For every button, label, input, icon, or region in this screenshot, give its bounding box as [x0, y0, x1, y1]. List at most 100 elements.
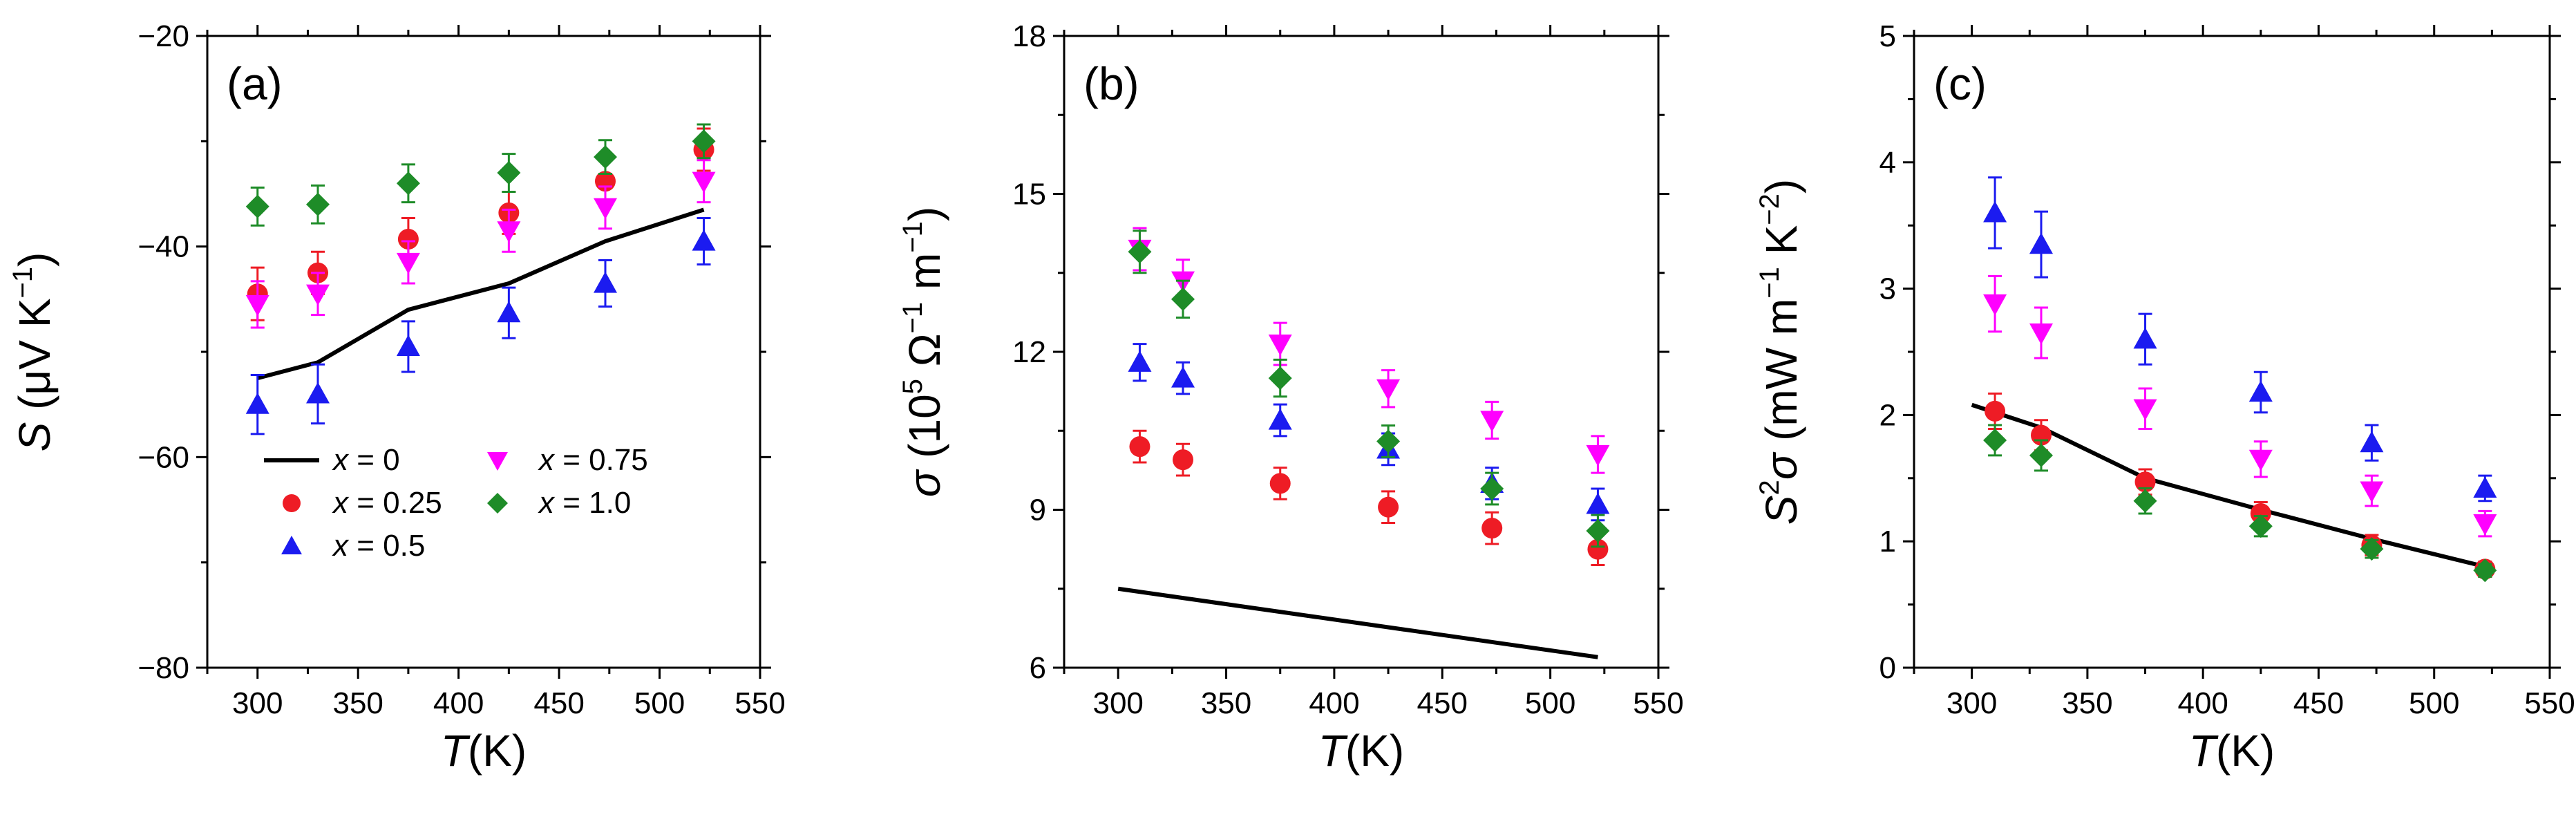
legend-label: x = 0.25	[332, 486, 442, 520]
x-tick-label: 400	[1309, 686, 1359, 720]
data-point	[396, 252, 420, 274]
data-point	[594, 145, 617, 169]
data-point	[396, 171, 420, 196]
legend-label: x = 1.0	[538, 486, 631, 520]
series-diamond	[1128, 229, 1610, 548]
data-point	[1171, 287, 1195, 311]
data-point	[1129, 436, 1150, 458]
data-point	[2473, 476, 2497, 498]
series-triangle-up	[245, 217, 716, 435]
legend-marker	[281, 536, 302, 554]
data-point	[245, 194, 269, 218]
x-axis-label: T(K)	[2189, 726, 2275, 776]
plot-frame	[1063, 35, 1660, 669]
x-tick-label: 350	[2062, 686, 2112, 720]
panel-label: (b)	[1083, 58, 1139, 109]
data-point	[2360, 537, 2384, 561]
data-point	[1587, 538, 1609, 560]
series-triangle-down	[1983, 274, 2497, 538]
data-point	[397, 229, 419, 250]
data-point	[1480, 411, 1504, 433]
data-point	[2360, 481, 2384, 503]
y-axis-label: σ (105 Ω−1 m−1)	[898, 207, 949, 497]
y-tick-label: −40	[138, 230, 189, 264]
series-diamond	[1983, 424, 2497, 583]
data-point	[2133, 489, 2157, 513]
data-point	[396, 335, 420, 356]
x-tick-label: 450	[2293, 686, 2344, 720]
y-tick-label: 15	[1012, 178, 1046, 212]
panel-c: 300 350 400 450 500 550 0 1 2 3 4 5 (c) T(K) S2σ (mW m…	[1754, 19, 2575, 776]
data-point	[2134, 471, 2156, 493]
data-point	[497, 221, 521, 243]
legend: x = 0 x = 0.75 x = 0.25 x = 1.0 x = 0.5	[264, 443, 648, 563]
series-line-x0	[1971, 402, 2486, 569]
x-tick-label: 450	[1417, 686, 1468, 720]
data-point	[1481, 518, 1503, 539]
y-tick-label: −20	[138, 19, 189, 53]
data-point	[1268, 366, 1292, 391]
plot-frame	[1913, 35, 2551, 669]
legend-marker	[487, 493, 508, 514]
data-point	[306, 382, 330, 404]
x-tick-label: 350	[332, 686, 383, 720]
x-tick-label: 450	[533, 686, 584, 720]
x-tick-label: 300	[232, 686, 283, 720]
legend-marker	[487, 452, 508, 471]
y-tick-label: −80	[138, 651, 189, 685]
data-point	[306, 284, 330, 306]
data-point	[497, 161, 521, 185]
panel-a: 300 350 400 450 500 550 −80 −60 −40 −20 (a) T(K) S (…	[8, 19, 786, 776]
data-point	[1269, 473, 1291, 494]
series-triangle-down	[1128, 227, 1610, 474]
panel-b: 300 350 400 450 500 550 6 9 12 15 18 (b) T(K) σ (105 …	[898, 19, 1684, 776]
series-triangle-up	[1983, 176, 2497, 503]
x-axis-label: T(K)	[1318, 726, 1404, 776]
x-tick-label: 550	[2524, 686, 2575, 720]
legend-label: x = 0	[332, 443, 400, 477]
data-point	[1128, 240, 1152, 264]
data-point	[1983, 294, 2007, 316]
data-point	[2133, 399, 2157, 421]
data-point	[306, 192, 330, 216]
x-tick-label: 500	[634, 686, 685, 720]
x-tick-label: 500	[2409, 686, 2459, 720]
x-tick-label: 350	[1201, 686, 1251, 720]
data-point	[1586, 518, 1610, 543]
x-axis-label: T(K)	[441, 726, 527, 776]
panel-label: (c)	[1933, 58, 1987, 109]
data-point	[2250, 503, 2271, 524]
data-point	[1586, 492, 1610, 514]
x-tick-label: 300	[1092, 686, 1143, 720]
data-point	[1378, 496, 1399, 518]
x-tick-label: 500	[1525, 686, 1575, 720]
x-tick-label: 300	[1947, 686, 1997, 720]
legend-marker	[283, 494, 301, 512]
data-point	[1173, 449, 1193, 471]
data-point	[1376, 379, 1401, 401]
data-point	[1983, 200, 2007, 223]
data-point	[2133, 327, 2157, 349]
data-point	[2473, 514, 2497, 536]
data-point	[1983, 428, 2007, 452]
data-point	[245, 393, 269, 414]
x-tick-label: 400	[433, 686, 484, 720]
series-circle	[1129, 429, 1609, 566]
data-point	[2360, 431, 2384, 453]
data-point	[1480, 477, 1504, 501]
legend-label: x = 0.75	[538, 443, 648, 477]
panel-label: (a)	[227, 58, 283, 109]
data-point	[2473, 558, 2497, 583]
data-point	[2029, 323, 2053, 345]
data-point	[692, 171, 716, 194]
data-point	[2029, 232, 2053, 254]
data-point	[1268, 334, 1292, 356]
series-triangle-up	[1128, 343, 1610, 522]
y-tick-label: 9	[1030, 494, 1046, 527]
data-point	[1128, 350, 1152, 372]
data-point	[2248, 449, 2273, 471]
x-tick-label: 550	[735, 686, 785, 720]
data-point	[1268, 409, 1292, 430]
y-axis-label: S2σ (mW m−1 K−2)	[1754, 179, 1806, 525]
